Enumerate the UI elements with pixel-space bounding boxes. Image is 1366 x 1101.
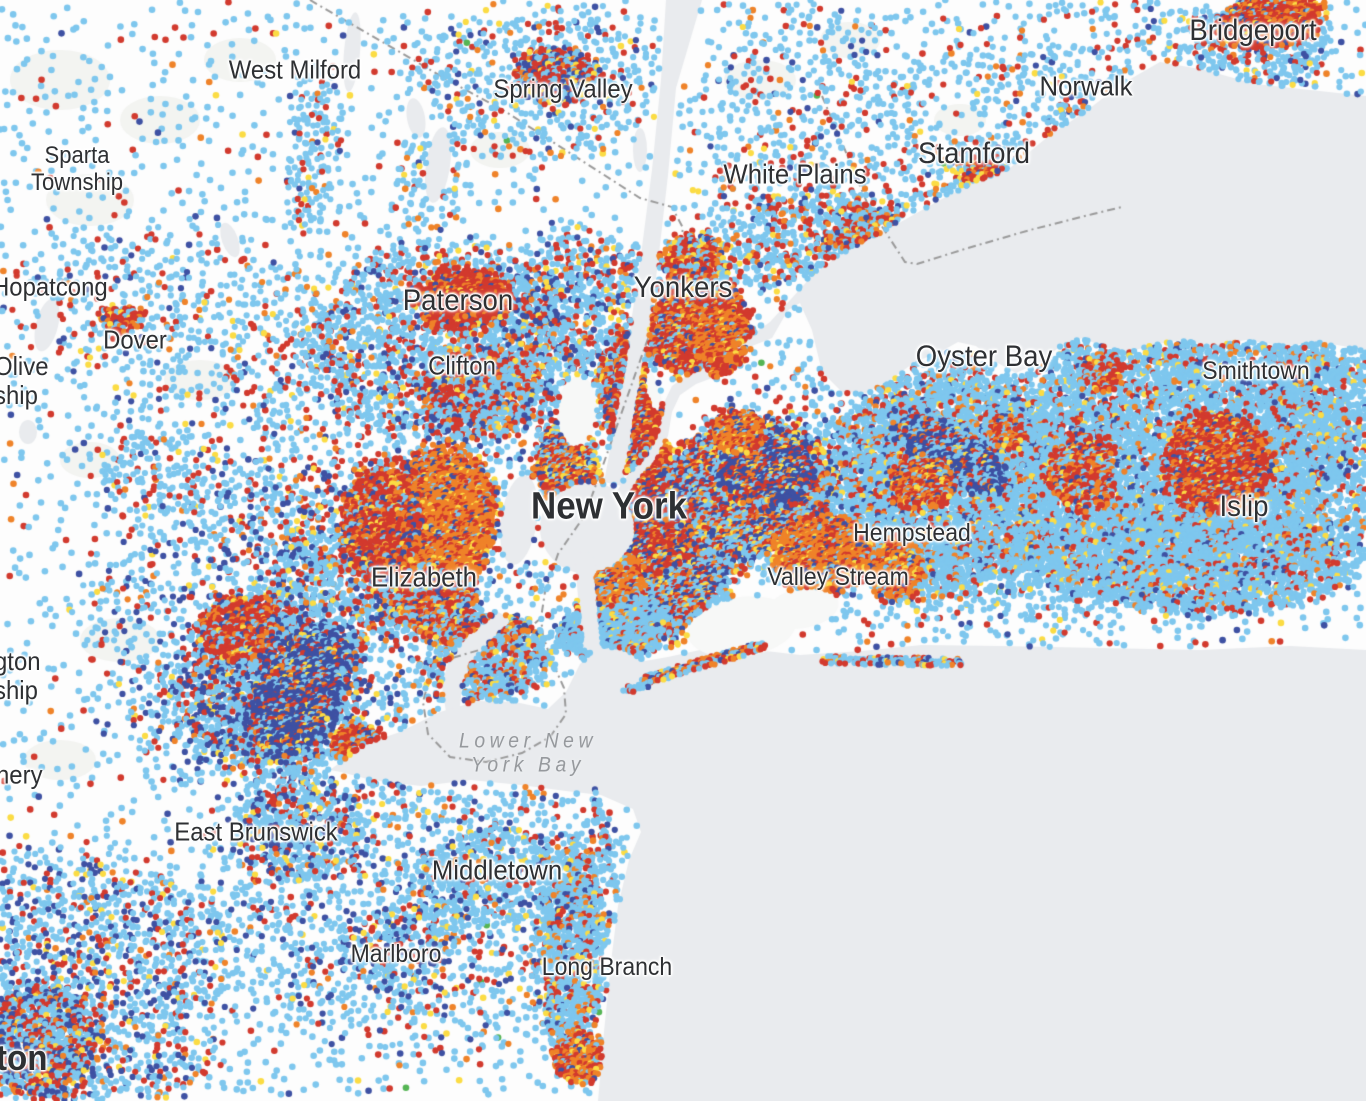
- map-viewport[interactable]: Bridgeport Norwalk Stamford West Milford Spr…: [0, 0, 1366, 1101]
- dot-density-canvas[interactable]: [0, 0, 1366, 1101]
